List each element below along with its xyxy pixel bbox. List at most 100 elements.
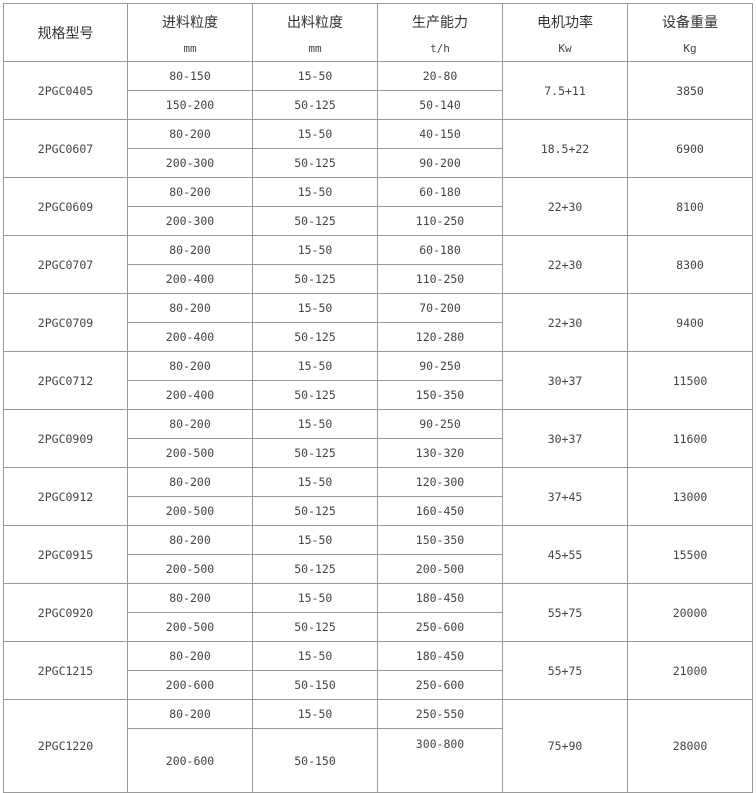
header-unit: mm: [308, 42, 322, 55]
capacity-cell: 300-800: [377, 728, 503, 793]
feed-size-cell: 200-500: [127, 554, 253, 584]
power-cell: 45+55: [502, 525, 628, 584]
output-size-cell: 15-50: [252, 699, 378, 729]
weight-cell: 6900: [627, 119, 753, 178]
spec-table: 规格型号 进料粒度 mm 出料粒度 mm 生产能力 t/h 电机功率 Kw 设备重量 Kg…: [3, 3, 753, 793]
capacity-cell: 180-450: [377, 641, 503, 671]
feed-size-cell: 200-500: [127, 496, 253, 526]
model-cell: 2PGC0609: [3, 177, 128, 236]
header-model: 规格型号: [3, 3, 128, 62]
header-unit: mm: [183, 42, 197, 55]
weight-cell: 28000: [627, 699, 753, 793]
feed-size-cell: 80-200: [127, 177, 253, 207]
feed-size-cell: 80-200: [127, 235, 253, 265]
capacity-cell: 150-350: [377, 380, 503, 410]
feed-size-cell: 200-400: [127, 264, 253, 294]
feed-size-cell: 200-500: [127, 612, 253, 642]
output-size-cell: 15-50: [252, 177, 378, 207]
header-feed: 进料粒度 mm: [127, 3, 253, 62]
capacity-cell: 90-250: [377, 351, 503, 381]
capacity-cell: 50-140: [377, 90, 503, 120]
table-row: 2PGC0712 80-200 15-50 90-250 30+37 11500: [3, 351, 753, 410]
capacity-cell: 130-320: [377, 438, 503, 468]
power-cell: 30+37: [502, 351, 628, 410]
capacity-cell: 250-600: [377, 670, 503, 700]
output-size-cell: 50-125: [252, 148, 378, 178]
output-size-cell: 50-125: [252, 380, 378, 410]
table-row: 2PGC0405 80-150 15-50 20-80 7.5+11 3850: [3, 61, 753, 120]
capacity-cell: 60-180: [377, 177, 503, 207]
table-row: 200-400 50-125 150-350: [4, 380, 753, 410]
weight-cell: 11500: [627, 351, 753, 410]
output-size-cell: 15-50: [252, 583, 378, 613]
table-row: 2PGC0707 80-200 15-50 60-180 22+30 8300: [3, 235, 753, 294]
capacity-cell: 110-250: [377, 206, 503, 236]
header-capacity: 生产能力 t/h: [377, 3, 503, 62]
output-size-cell: 15-50: [252, 409, 378, 439]
model-cell: 2PGC1220: [3, 699, 128, 793]
output-size-cell: 50-125: [252, 612, 378, 642]
capacity-cell: 90-250: [377, 409, 503, 439]
capacity-cell: 200-500: [377, 554, 503, 584]
feed-size-cell: 80-200: [127, 525, 253, 555]
table-row: 2PGC0709 80-200 15-50 70-200 22+30 9400: [3, 293, 753, 352]
header-title: 生产能力: [412, 15, 468, 31]
table-row: 200-400 50-125 120-280: [4, 322, 753, 352]
output-size-cell: 50-125: [252, 90, 378, 120]
power-cell: 55+75: [502, 641, 628, 700]
output-size-cell: 50-150: [252, 728, 378, 793]
capacity-cell: 250-550: [377, 699, 503, 729]
power-cell: 75+90: [502, 699, 628, 793]
output-size-cell: 15-50: [252, 293, 378, 323]
capacity-cell: 150-350: [377, 525, 503, 555]
power-cell: 18.5+22: [502, 119, 628, 178]
weight-cell: 9400: [627, 293, 753, 352]
model-cell: 2PGC0405: [3, 61, 128, 120]
output-size-cell: 50-150: [252, 670, 378, 700]
header-title: 进料粒度: [162, 15, 218, 31]
feed-size-cell: 200-600: [127, 728, 253, 793]
power-cell: 30+37: [502, 409, 628, 468]
feed-size-cell: 200-300: [127, 148, 253, 178]
table-row: 2PGC0607 80-200 15-50 40-150 18.5+22 6900: [3, 119, 753, 178]
power-cell: 22+30: [502, 293, 628, 352]
feed-size-cell: 200-400: [127, 322, 253, 352]
capacity-cell: 40-150: [377, 119, 503, 149]
table-row: 200-400 50-125 110-250: [4, 264, 753, 294]
weight-cell: 3850: [627, 61, 753, 120]
model-cell: 2PGC1215: [3, 641, 128, 700]
header-weight: 设备重量 Kg: [627, 3, 753, 62]
header-unit: Kg: [683, 42, 697, 55]
feed-size-cell: 200-500: [127, 438, 253, 468]
feed-size-cell: 80-200: [127, 583, 253, 613]
header-title: 设备重量: [662, 15, 718, 31]
table-row: 200-500 50-125 200-500: [4, 554, 753, 584]
model-cell: 2PGC0607: [3, 119, 128, 178]
table-row: 2PGC0609 80-200 15-50 60-180 22+30 8100: [3, 177, 753, 236]
power-cell: 37+45: [502, 467, 628, 526]
capacity-cell: 70-200: [377, 293, 503, 323]
weight-cell: 20000: [627, 583, 753, 642]
capacity-cell: 90-200: [377, 148, 503, 178]
output-size-cell: 50-125: [252, 496, 378, 526]
weight-cell: 13000: [627, 467, 753, 526]
feed-size-cell: 80-200: [127, 293, 253, 323]
output-size-cell: 50-125: [252, 322, 378, 352]
output-size-cell: 15-50: [252, 235, 378, 265]
output-size-cell: 50-125: [252, 438, 378, 468]
model-cell: 2PGC0709: [3, 293, 128, 352]
table-row: 2PGC0912 80-200 15-50 120-300 37+45 13000: [3, 467, 753, 526]
output-size-cell: 50-125: [252, 554, 378, 584]
feed-size-cell: 200-600: [127, 670, 253, 700]
weight-cell: 8100: [627, 177, 753, 236]
power-cell: 22+30: [502, 235, 628, 294]
header-output: 出料粒度 mm: [252, 3, 378, 62]
table-row: 2PGC0915 80-200 15-50 150-350 45+55 15500: [3, 525, 753, 584]
capacity-cell: 120-300: [377, 467, 503, 497]
model-cell: 2PGC0909: [3, 409, 128, 468]
weight-cell: 11600: [627, 409, 753, 468]
table-row: 150-200 50-125 50-140: [4, 90, 753, 120]
weight-cell: 15500: [627, 525, 753, 584]
feed-size-cell: 80-200: [127, 467, 253, 497]
output-size-cell: 15-50: [252, 351, 378, 381]
